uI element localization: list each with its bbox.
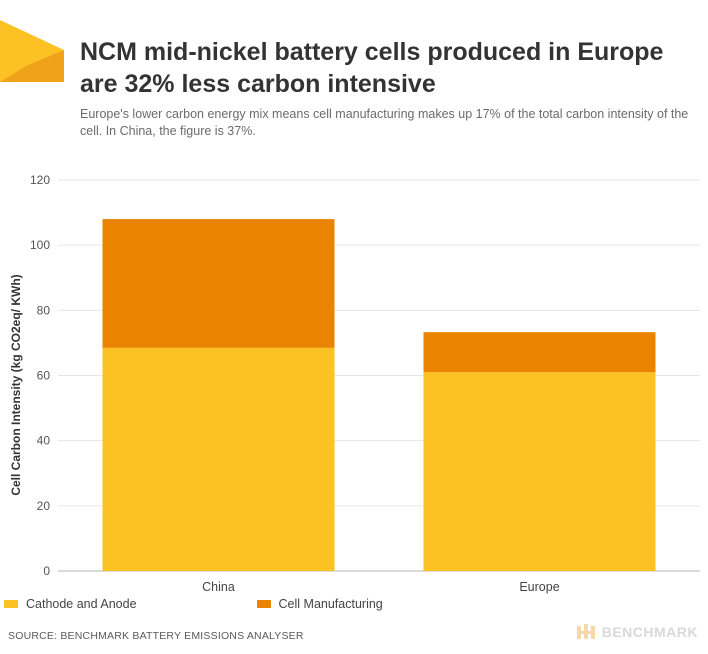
- x-tick-label-china: China: [202, 580, 235, 594]
- y-tick-label-40: 40: [37, 434, 51, 448]
- bar-europe-cathode-and-anode: [423, 372, 656, 571]
- y-tick-label-80: 80: [37, 303, 51, 317]
- y-axis-label: Cell Carbon Intensity (kg CO2eq/ KWh): [9, 274, 23, 496]
- bar-europe-cell-manufacturing: [423, 332, 656, 373]
- benchmark-logo-mark-icon: [0, 20, 64, 82]
- y-tick-label-100: 100: [30, 238, 50, 252]
- chart-subtitle: Europe's lower carbon energy mix means c…: [80, 107, 689, 138]
- x-axis-ticks: China Europe: [202, 580, 560, 594]
- chart-title: NCM mid-nickel battery cells produced in…: [80, 38, 664, 98]
- legend: Cathode and Anode Cell Manufacturing: [4, 596, 407, 612]
- legend-item-cell-manufacturing: Cell Manufacturing: [256, 597, 383, 611]
- legend-label-cell-manufacturing: Cell Manufacturing: [278, 597, 383, 611]
- legend-label-cathode-anode: Cathode and Anode: [26, 597, 137, 611]
- benchmark-logo: BENCHMARK: [576, 624, 698, 640]
- bars: [102, 219, 656, 571]
- chart-plot: 0 20 40 60 80 100 120 China Europe: [30, 173, 700, 594]
- bar-china-cathode-and-anode: [102, 347, 335, 571]
- bar-china-cell-manufacturing: [102, 219, 335, 348]
- legend-swatch-cell-manufacturing: [256, 600, 271, 608]
- benchmark-logo-text: BENCHMARK: [601, 624, 698, 640]
- y-axis-ticks: 0 20 40 60 80 100 120: [30, 173, 50, 578]
- y-tick-label-20: 20: [37, 499, 51, 513]
- legend-swatch-cathode-anode: [4, 600, 18, 608]
- y-tick-label-120: 120: [30, 173, 50, 187]
- x-tick-label-europe: Europe: [519, 580, 559, 594]
- y-axis-label-wrapper: Cell Carbon Intensity (kg CO2eq/ KWh): [6, 274, 26, 495]
- y-tick-label-0: 0: [43, 564, 50, 578]
- source-note: SOURCE: BENCHMARK BATTERY EMISSIONS ANAL…: [8, 630, 304, 642]
- benchmark-logo-icon: [576, 624, 595, 639]
- legend-item-cathode-anode: Cathode and Anode: [4, 597, 137, 611]
- y-tick-label-60: 60: [37, 369, 51, 383]
